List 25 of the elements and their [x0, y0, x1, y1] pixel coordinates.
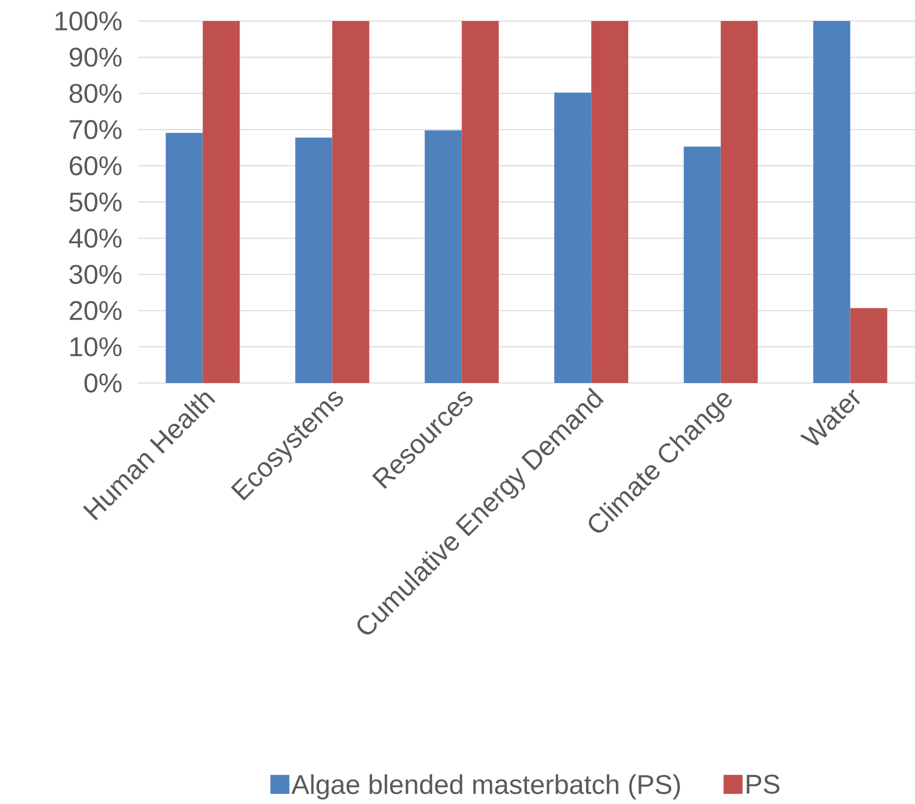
bar	[462, 21, 499, 384]
bar	[332, 21, 370, 384]
bar	[295, 138, 332, 384]
y-tick-label: 0%	[84, 373, 122, 393]
y-tick-label: 90%	[70, 48, 122, 67]
legend-label: PS	[746, 774, 780, 794]
y-tick-label: 10%	[70, 337, 122, 356]
y-tick-label: 50%	[70, 192, 122, 212]
y-tick-label: 80%	[70, 84, 122, 103]
bar	[684, 146, 721, 384]
bar	[202, 21, 240, 384]
y-tick-label: 30%	[69, 264, 122, 284]
bar	[850, 308, 888, 384]
y-tick-label: 60%	[70, 156, 122, 176]
y-tick-label: 40%	[69, 228, 122, 248]
bar	[166, 132, 203, 384]
bar	[554, 92, 592, 384]
bar	[424, 130, 462, 384]
legend-label: Algae blended masterbatch (PS)	[291, 774, 680, 800]
bar	[591, 21, 628, 384]
bar	[813, 21, 850, 384]
y-tick-label: 100%	[55, 11, 122, 31]
y-tick-label: 20%	[70, 301, 122, 320]
y-tick-label: 70%	[70, 120, 122, 140]
bar	[720, 21, 758, 384]
